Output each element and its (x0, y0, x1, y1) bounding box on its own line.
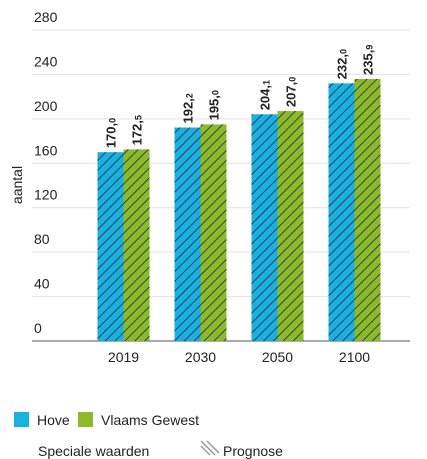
value-label: 195,0 (207, 90, 222, 120)
legend-swatch (78, 412, 93, 427)
bar-hatch (200, 124, 227, 342)
bar-hatch (251, 114, 278, 341)
value-label: 232,0 (335, 49, 350, 79)
y-tick-label: 120 (34, 187, 58, 203)
legend-label: Hove (37, 412, 70, 428)
bar-hatch (174, 127, 201, 341)
hatch-icon (200, 440, 220, 456)
legend-swatch (14, 412, 29, 427)
value-label: 235,9 (361, 45, 376, 75)
x-tick-label: 2050 (262, 349, 293, 365)
y-tick-label: 200 (34, 98, 58, 114)
bar-hatch (277, 111, 304, 341)
value-label: 172,5 (130, 115, 145, 145)
y-tick-label: 80 (34, 231, 50, 247)
legend-label: Vlaams Gewest (101, 412, 199, 428)
y-tick-label: 240 (34, 53, 58, 69)
value-label: 192,2 (181, 93, 196, 123)
value-label: 170,0 (104, 118, 119, 148)
y-tick-label: 160 (34, 142, 58, 158)
x-tick-label: 2100 (339, 349, 370, 365)
y-axis-label: aantal (9, 166, 25, 204)
bar-hatch (354, 78, 381, 342)
hatch-label: Prognose (223, 443, 283, 459)
bar-hatch (97, 152, 124, 341)
bar-hatch (328, 83, 355, 342)
value-label: 207,0 (284, 77, 299, 107)
x-tick-label: 2030 (185, 349, 216, 365)
y-tick-label: 280 (34, 9, 58, 25)
bar-hatch (123, 149, 150, 341)
y-tick-label: 40 (34, 276, 50, 292)
x-tick-label: 2019 (108, 349, 139, 365)
value-label: 204,1 (258, 80, 273, 110)
y-tick-label: 0 (34, 320, 42, 336)
legend-title: Speciale waarden (38, 443, 149, 459)
